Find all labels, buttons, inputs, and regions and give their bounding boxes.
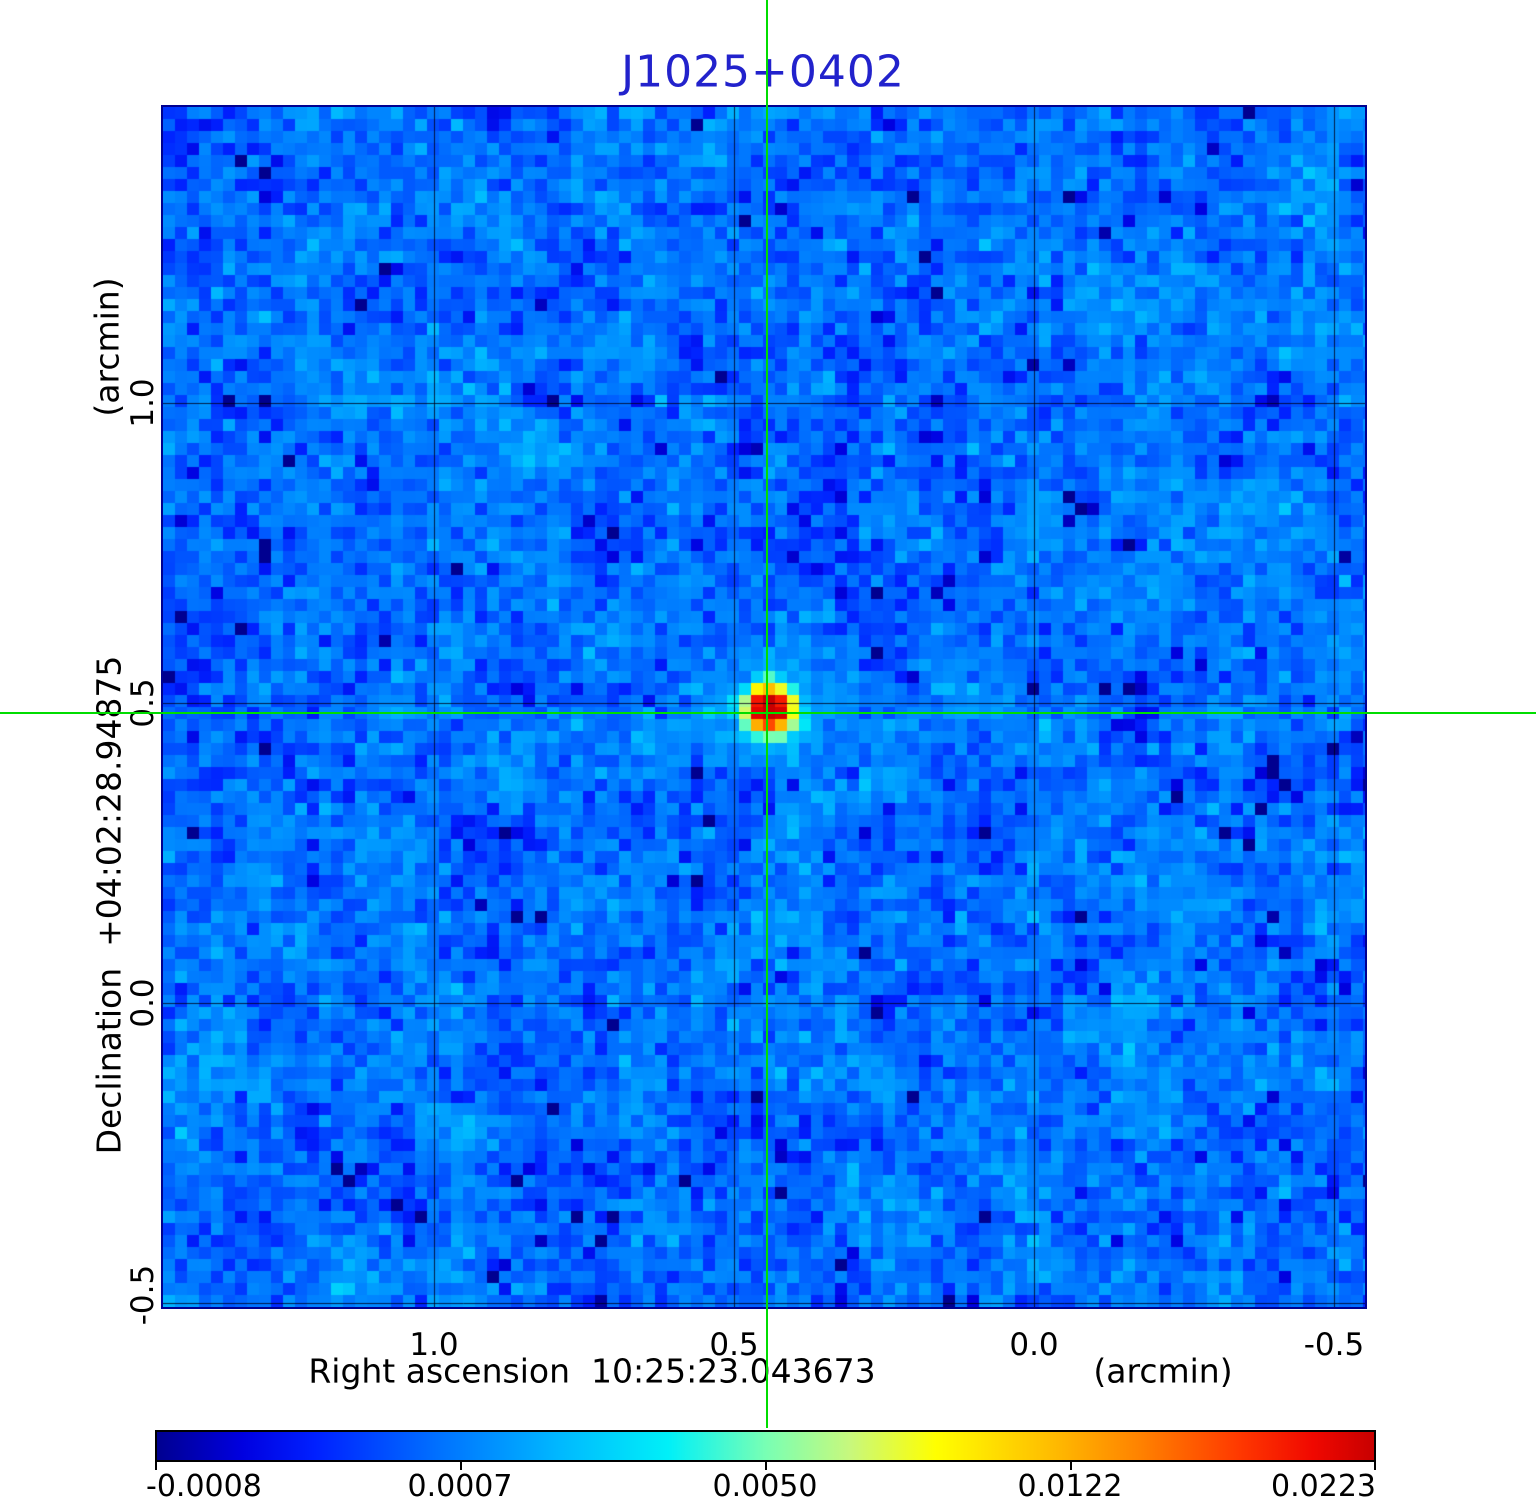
y-axis-title: Declination +04:02:28.94875 [89,655,129,1155]
x-tick-label: 0.0 [1009,1327,1059,1363]
y-tick-label: 0.0 [125,978,161,1028]
colorbar-tick [1374,1462,1376,1470]
colorbar-gradient [155,1430,1376,1462]
colorbar-tick [1070,1462,1072,1470]
x-axis-unit-label: (arcmin) [1093,1351,1233,1391]
y-tick-label: -0.5 [125,1264,161,1326]
colorbar-tick [460,1462,462,1470]
colorbar-tick-label: 0.0050 [712,1469,818,1500]
colorbar-tick-label: -0.0008 [146,1469,262,1500]
colorbar-tick-label: 0.0122 [1017,1469,1123,1500]
x-tick-label: 1.0 [409,1327,459,1363]
colorbar-tick-label: 0.0007 [407,1469,513,1500]
x-tick-label: -0.5 [1303,1327,1365,1363]
colorbar-tick [155,1462,157,1470]
sky-image-heatmap [163,107,1365,1307]
y-axis-unit-label: (arcmin) [87,277,127,417]
colorbar-tick [765,1462,767,1470]
colorbar-tick-label: 0.0223 [1271,1469,1376,1500]
page-title: J1025+0402 [621,46,905,98]
x-tick-label: 0.5 [709,1327,759,1363]
y-tick-label: 0.5 [125,678,161,728]
x-axis-title: Right ascension 10:25:23.043673 [308,1351,876,1391]
y-tick-label: 1.0 [125,378,161,428]
